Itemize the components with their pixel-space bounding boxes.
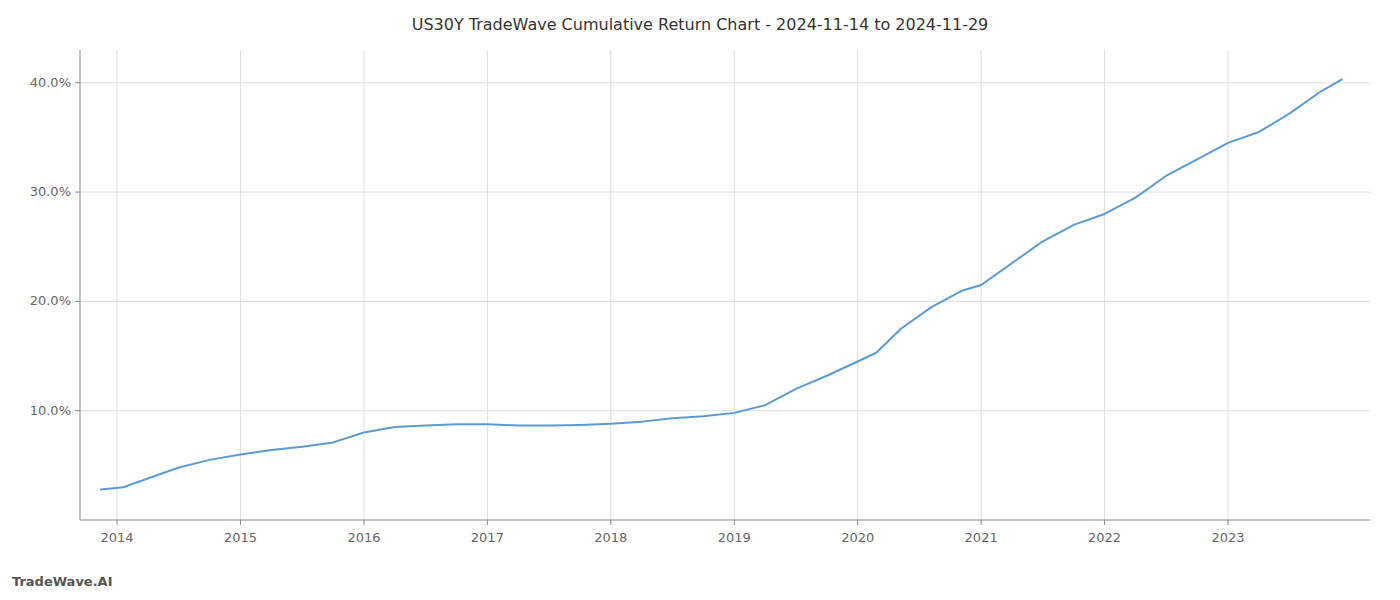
x-grid-line (117, 50, 118, 520)
y-axis-line (80, 50, 81, 520)
x-grid-line (857, 50, 858, 520)
grid (80, 50, 1370, 520)
y-tick (75, 82, 80, 83)
x-grid-line (363, 50, 364, 520)
x-tick-label: 2018 (594, 530, 627, 545)
y-tick (75, 192, 80, 193)
x-tick-label: 2019 (718, 530, 751, 545)
y-grid-line (80, 301, 1370, 302)
x-tick (117, 520, 118, 525)
y-grid-line (80, 82, 1370, 83)
x-tick (487, 520, 488, 525)
x-grid-line (240, 50, 241, 520)
y-tick (75, 410, 80, 411)
x-tick-label: 2021 (965, 530, 998, 545)
y-tick-label: 10.0% (30, 403, 71, 418)
x-grid-line (1228, 50, 1229, 520)
x-grid-line (734, 50, 735, 520)
x-tick (363, 520, 364, 525)
y-tick-label: 40.0% (30, 75, 71, 90)
x-tick-label: 2014 (100, 530, 133, 545)
line (101, 80, 1342, 490)
x-grid-line (1104, 50, 1105, 520)
x-tick-label: 2016 (347, 530, 380, 545)
x-tick (734, 520, 735, 525)
x-tick-label: 2017 (471, 530, 504, 545)
series-group (101, 80, 1342, 490)
x-tick-label: 2020 (841, 530, 874, 545)
x-tick (1104, 520, 1105, 525)
x-tick (981, 520, 982, 525)
y-tick (75, 301, 80, 302)
x-tick-label: 2022 (1088, 530, 1121, 545)
watermark: TradeWave.AI (12, 574, 113, 589)
x-tick (857, 520, 858, 525)
y-grid-line (80, 410, 1370, 411)
x-grid-line (487, 50, 488, 520)
x-tick (610, 520, 611, 525)
x-tick-label: 2023 (1211, 530, 1244, 545)
y-grid-line (80, 192, 1370, 193)
x-grid-line (610, 50, 611, 520)
x-tick (1228, 520, 1229, 525)
x-tick-label: 2015 (224, 530, 257, 545)
x-axis-line (80, 520, 1370, 521)
x-tick (240, 520, 241, 525)
chart: US30Y TradeWave Cumulative Return Chart … (0, 0, 1400, 600)
y-tick-label: 20.0% (30, 293, 71, 308)
title: US30Y TradeWave Cumulative Return Chart … (412, 15, 989, 34)
axes: 10.0% 20.0% 30.0% 40.0% 2014 2015 2016 2017 2018… (30, 50, 1370, 545)
y-tick-label: 30.0% (30, 184, 71, 199)
